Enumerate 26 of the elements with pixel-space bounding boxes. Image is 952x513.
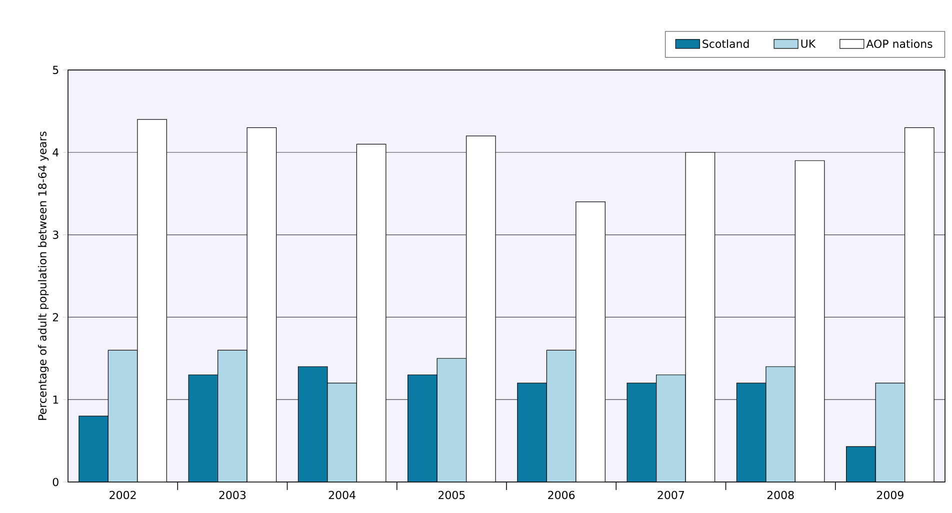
y-axis-title: Percentage of adult population between 18-64 years — [38, 132, 49, 420]
x-tick-label: 2004 — [328, 490, 356, 500]
y-tick-label: 1 — [53, 396, 58, 404]
y-tick-label: 0 — [52, 478, 58, 486]
bar — [656, 374, 686, 482]
x-tick-label: 2008 — [767, 490, 794, 500]
y-tick-label: 5 — [52, 66, 58, 74]
y-tick-label: 4 — [52, 148, 59, 156]
x-tick-label: 2005 — [438, 490, 465, 500]
bar — [436, 358, 467, 482]
legend-label: Scotland — [702, 39, 749, 48]
x-tick-label: 2007 — [658, 490, 684, 500]
x-tick-label: 2006 — [548, 490, 575, 500]
y-tick-label: 2 — [52, 313, 58, 322]
x-tick-label: 2003 — [219, 490, 246, 500]
bar — [108, 350, 138, 482]
y-tick-label: 3 — [52, 230, 58, 239]
legend-label: UK — [801, 40, 816, 48]
bar — [546, 350, 576, 482]
x-tick-label: 2002 — [110, 490, 136, 500]
x-tick-label: 2009 — [877, 490, 904, 500]
bar — [218, 350, 248, 482]
legend-label: AOP nations — [866, 39, 932, 48]
bar — [875, 382, 906, 482]
bar — [766, 366, 796, 482]
bar — [327, 382, 357, 482]
